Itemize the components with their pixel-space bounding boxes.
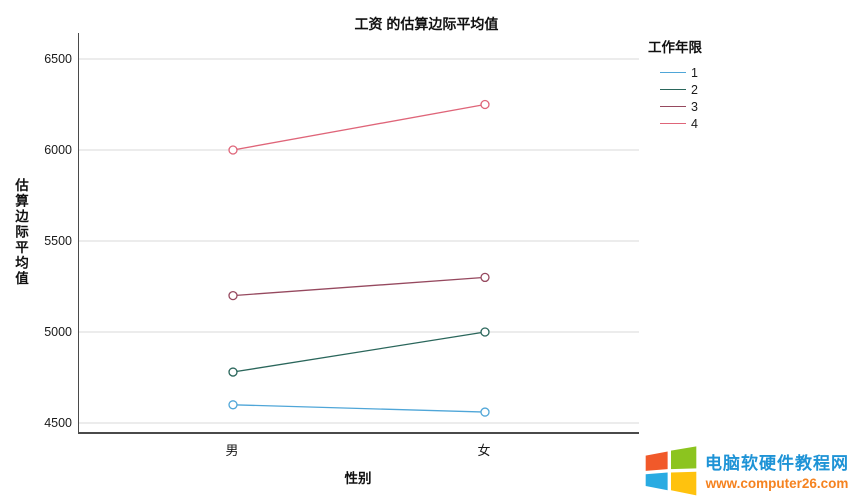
watermark-site-name: 电脑软硬件教程网	[705, 454, 849, 473]
data-point-marker-s3-1	[480, 272, 490, 283]
logo-pane-bottom-right	[671, 471, 697, 496]
legend-swatch-3	[660, 106, 686, 107]
legend-item-1: 1	[648, 64, 702, 81]
logo-pane-bottom-left	[645, 472, 668, 491]
legend: 工作年限 1 2 3 4	[648, 36, 702, 132]
legend-item-4: 4	[648, 115, 702, 132]
legend-swatch-4	[660, 123, 686, 124]
data-point-marker-s4-0	[228, 145, 238, 155]
data-point-marker-s1-0	[228, 400, 238, 410]
legend-title: 工作年限	[648, 40, 702, 55]
watermark: 电脑软硬件教程网 www.computer26.com	[644, 441, 849, 499]
data-point-marker-s3-0	[228, 290, 238, 301]
series-line-1	[232, 404, 486, 413]
plot-canvas	[79, 58, 639, 424]
legend-swatch-2	[660, 89, 686, 90]
data-point-marker-s4-1	[480, 99, 490, 110]
x-tick-label-1: 女	[477, 443, 491, 458]
data-point-marker-s1-1	[480, 407, 490, 417]
y-tick-label-5000: 5000	[44, 325, 72, 339]
windows-logo-icon	[645, 446, 697, 496]
data-point-marker-s2-0	[228, 367, 238, 377]
logo-pane-top-right	[671, 446, 697, 470]
y-tick-label-6000: 6000	[44, 143, 72, 157]
legend-item-3: 3	[648, 98, 702, 115]
legend-item-label-4: 4	[691, 116, 698, 131]
legend-item-label-1: 1	[691, 65, 698, 80]
logo-pane-top-left	[645, 451, 668, 471]
x-axis-label: 性别	[344, 471, 372, 486]
y-tick-label-6500: 6500	[44, 52, 72, 66]
y-tick-label-4500: 4500	[44, 416, 72, 430]
data-point-marker-s2-1	[480, 327, 490, 337]
legend-items: 1 2 3 4	[648, 64, 702, 132]
legend-item-label-3: 3	[691, 99, 698, 114]
legend-item-2: 2	[648, 81, 702, 98]
x-tick-label-0: 男	[225, 443, 239, 458]
legend-swatch-1	[660, 72, 686, 73]
legend-item-label-2: 2	[691, 82, 698, 97]
series-line-3	[232, 276, 486, 297]
y-axis-label: 估算边际平均值	[13, 178, 28, 287]
y-axis-label-wrap: 估算边际平均值	[8, 33, 32, 432]
chart-title: 工资 的估算边际平均值	[354, 16, 499, 32]
series-line-4	[232, 103, 486, 151]
plot-area	[78, 33, 639, 434]
series-line-2	[232, 331, 486, 373]
watermark-text: 电脑软硬件教程网 www.computer26.com	[705, 449, 849, 491]
y-tick-label-5500: 5500	[44, 234, 72, 248]
watermark-site-url: www.computer26.com	[705, 476, 849, 491]
